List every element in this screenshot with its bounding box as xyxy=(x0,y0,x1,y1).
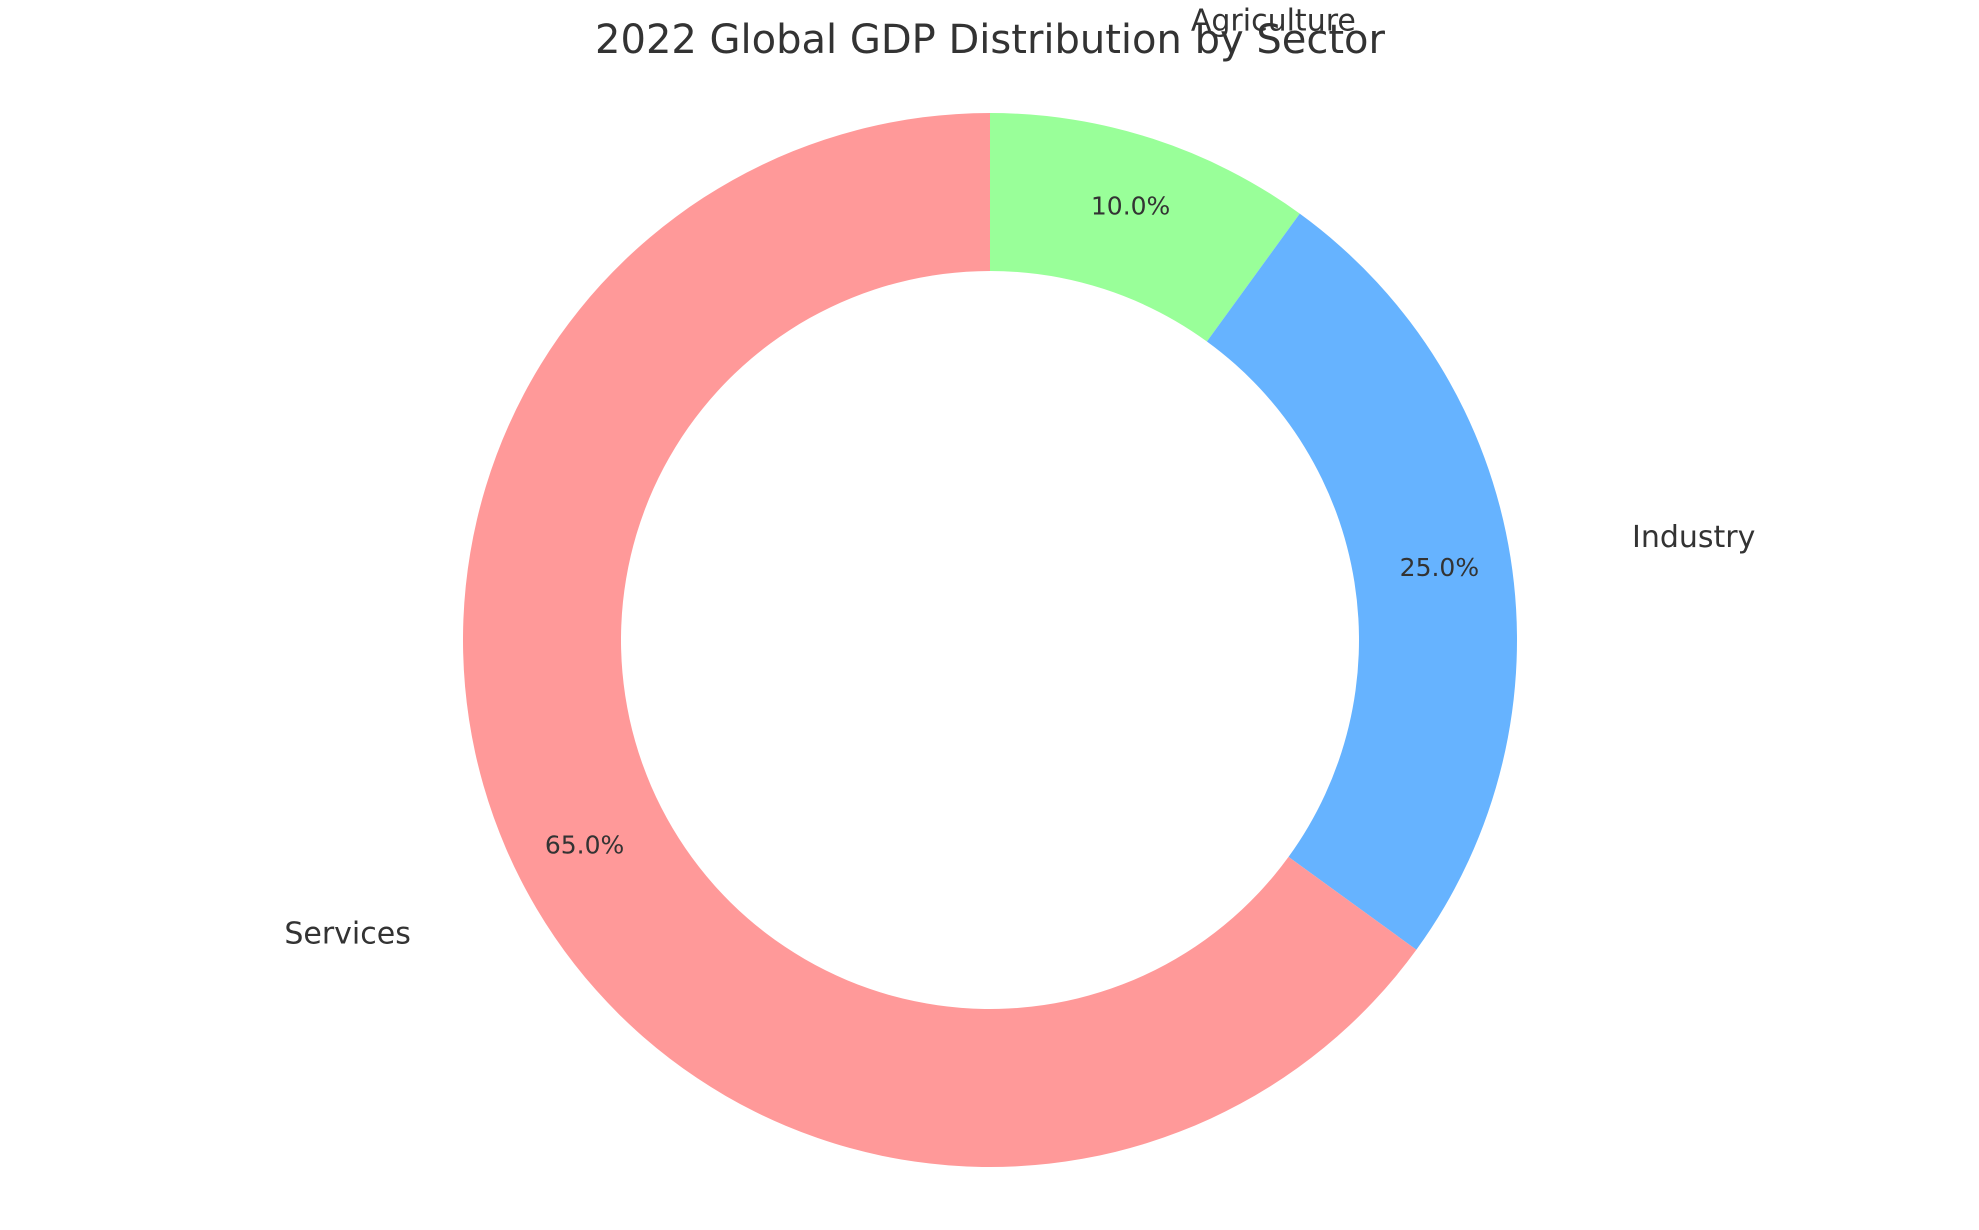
chart-title: 2022 Global GDP Distribution by Sector xyxy=(595,17,1385,63)
slice-services xyxy=(462,113,1417,1167)
pct-label-agriculture: 10.0% xyxy=(1091,191,1170,220)
slice-label-industry: Industry xyxy=(1632,520,1755,555)
labels-layer: 10.0% Agriculture 25.0% Industry 65.0% Servic… xyxy=(284,3,1755,951)
pct-label-services: 65.0% xyxy=(545,831,624,860)
pct-label-industry: 25.0% xyxy=(1400,553,1479,582)
slice-label-agriculture: Agriculture xyxy=(1191,3,1356,38)
slice-industry xyxy=(1206,213,1517,950)
slice-label-services: Services xyxy=(284,917,411,952)
slice-agriculture xyxy=(990,113,1300,342)
slices-layer xyxy=(462,113,1517,1167)
